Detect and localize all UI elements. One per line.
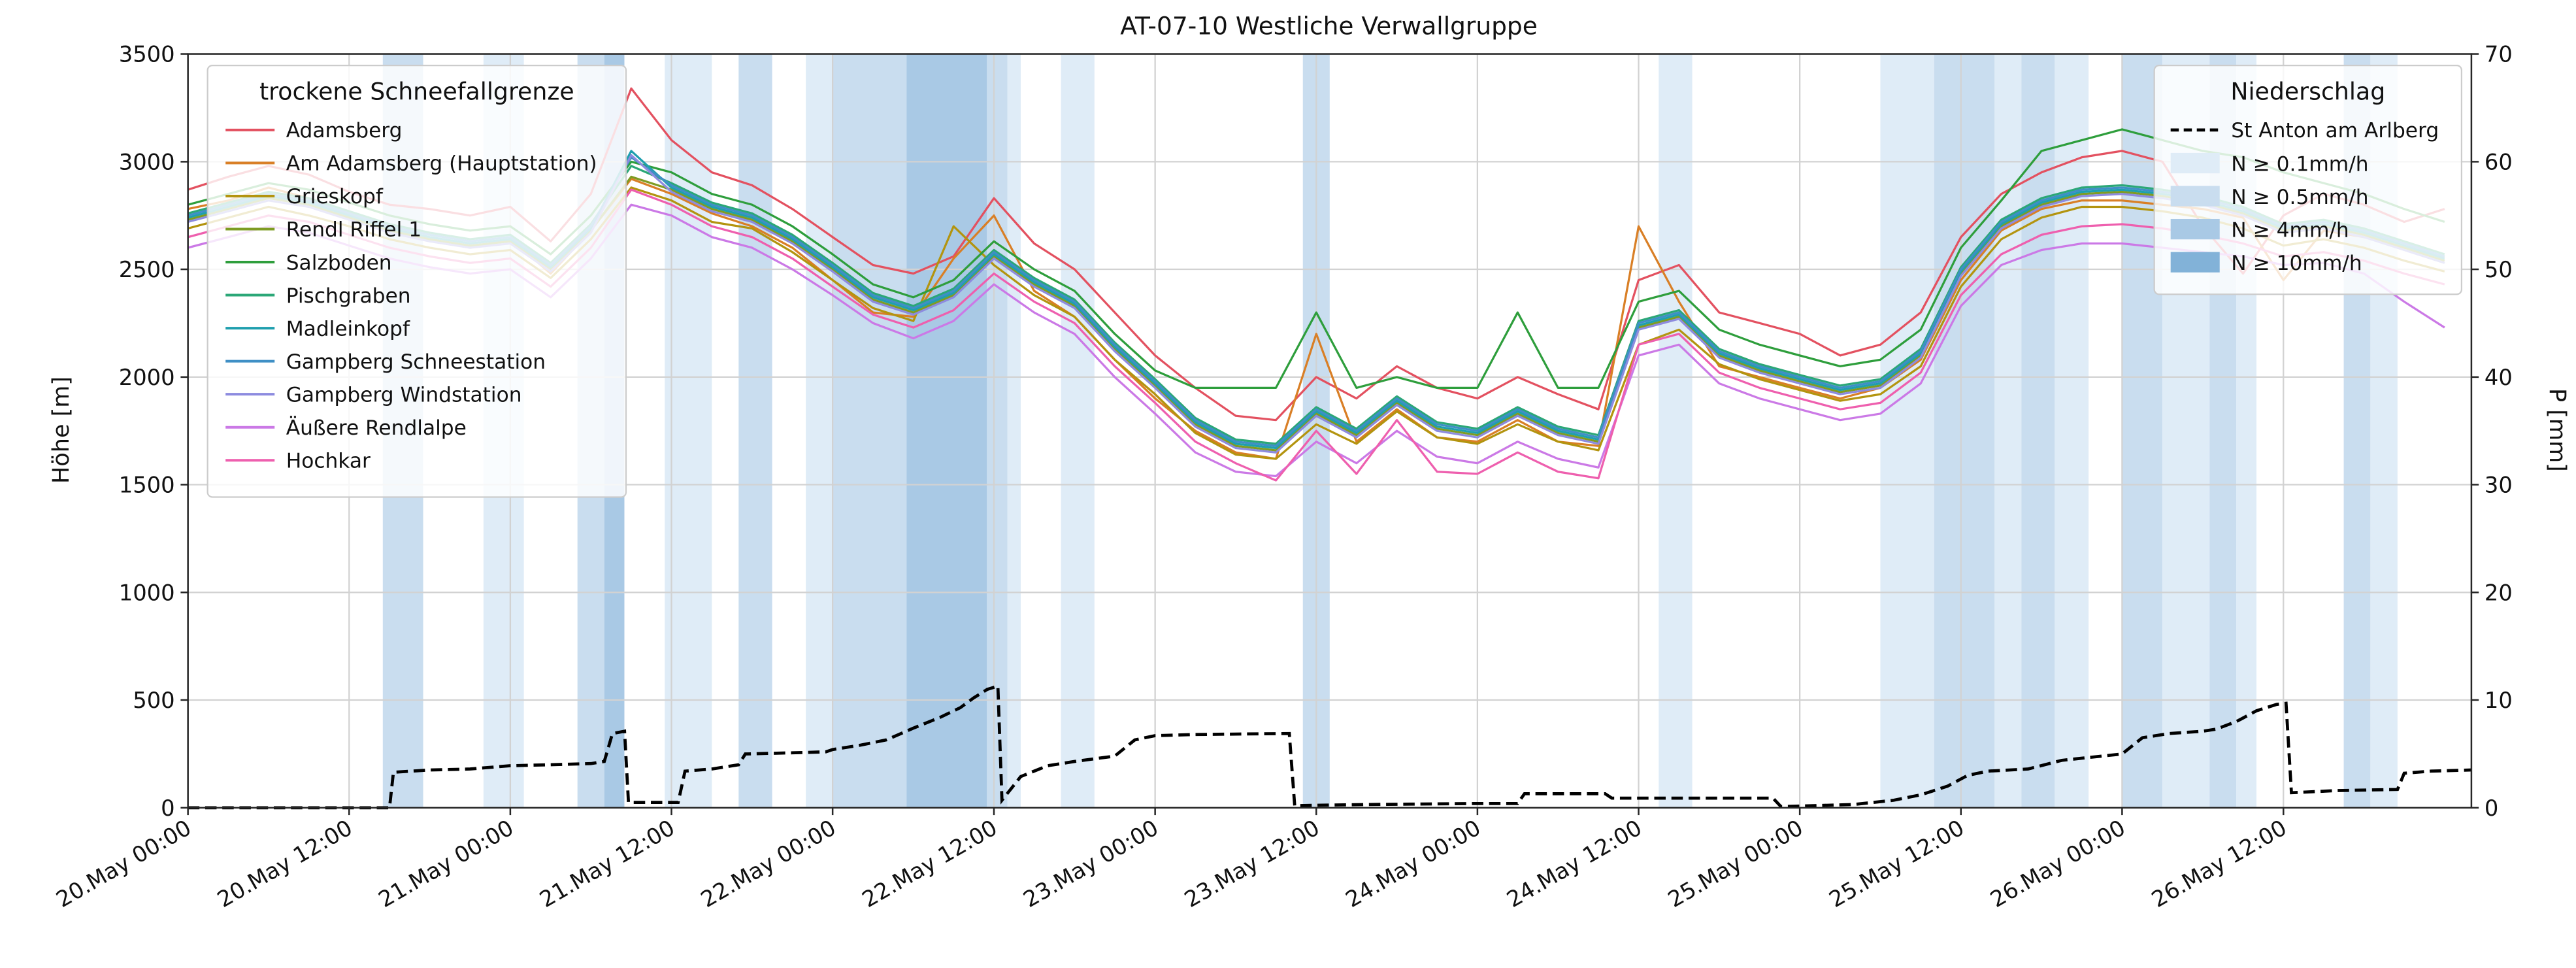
snowline-legend-box [206, 64, 627, 498]
x-tick-label: 20.May 12:00 [213, 815, 357, 913]
precip-band [738, 54, 772, 808]
legend-item-rendl-riffel-1: Rendl Riffel 1 [286, 218, 421, 242]
y-tick-label-right: 50 [2485, 257, 2513, 282]
x-tick-label: 26.May 00:00 [1986, 815, 2130, 913]
precip-band [1061, 54, 1095, 808]
legend-item-band-3: N ≥ 4mm/h [2231, 218, 2349, 242]
y-axis-label-left: Höhe [m] [48, 376, 74, 484]
legend-item-band-2: N ≥ 0.5mm/h [2231, 186, 2368, 209]
plot-border [187, 53, 2473, 809]
x-tick-label: 21.May 00:00 [374, 815, 518, 913]
x-tick-label: 23.May 12:00 [1180, 815, 1324, 913]
legend-swatch-band-1 [2170, 152, 2220, 174]
snowline-legend-title: trockene Schneefallgrenze [259, 78, 574, 106]
precip-band [2021, 54, 2055, 808]
y-tick-label-right: 20 [2485, 580, 2513, 605]
legend-item-adamsberg: Adamsberg [286, 119, 403, 142]
legend-item-am-adamsberg-hauptstation: Am Adamsberg (Hauptstation) [286, 152, 597, 176]
precip-band [806, 54, 833, 808]
precip-band [665, 54, 712, 808]
y-tick-label-left: 3500 [119, 42, 175, 67]
legend-item-gampberg-windstation: Gampberg Windstation [286, 383, 522, 407]
precip-band [987, 54, 1008, 808]
precip-line-layer [188, 684, 2471, 810]
y-tick-label-right: 30 [2485, 473, 2513, 498]
y-tick-label-left: 2000 [119, 365, 175, 390]
legends-layer: trockene Schneefallgrenze Adamsberg Am Ada… [206, 64, 2463, 498]
precip-band [1659, 54, 1693, 808]
y-tick-label-right: 10 [2485, 688, 2513, 713]
chart-title: AT-07-10 Westliche Verwallgruppe [1120, 12, 1538, 41]
y-tick-label-left: 3000 [119, 149, 175, 175]
x-tick-label: 22.May 00:00 [697, 815, 840, 913]
precip-line-st-anton [188, 684, 2471, 810]
precip-band [1880, 54, 1934, 808]
x-tick-label: 22.May 12:00 [858, 815, 1002, 913]
x-tick-label: 21.May 12:00 [535, 815, 679, 913]
legend-item-salzboden: Salzboden [286, 251, 392, 275]
legend-swatch-band-4 [2170, 252, 2220, 273]
legend-item-gampberg-schneestation: Gampberg Schneestation [286, 350, 546, 374]
y-tick-label-right: 0 [2485, 795, 2498, 821]
precip-band [833, 54, 907, 808]
precip-band [1994, 54, 2022, 808]
y-tick-label-left: 1500 [119, 473, 175, 498]
legend-item-hochkar: Hochkar [286, 449, 371, 473]
y-tick-label-left: 500 [133, 688, 174, 713]
legend-item-band-1: N ≥ 0.1mm/h [2231, 152, 2368, 176]
legend-item-madleinkopf: Madleinkopf [286, 317, 410, 341]
axes-layer [187, 53, 2473, 809]
y-tick-label-left: 0 [161, 795, 174, 821]
legend-item-st-anton: St Anton am Arlberg [2231, 119, 2439, 142]
x-tick-label: 23.May 00:00 [1019, 815, 1163, 913]
y-tick-label-right: 40 [2485, 365, 2513, 390]
precip-band [2055, 54, 2089, 808]
x-tick-label: 24.May 12:00 [1502, 815, 1646, 913]
x-tick-label: 25.May 12:00 [1825, 815, 1968, 913]
y-axis-label-right: P [mm] [2544, 388, 2571, 472]
x-tick-label: 25.May 00:00 [1664, 815, 1808, 913]
legend-item-pischgraben: Pischgraben [286, 284, 411, 308]
precip-bands-layer [382, 54, 2398, 808]
legend-swatch-band-2 [2170, 186, 2220, 207]
precip-band [1934, 54, 1995, 808]
legend-swatch-band-3 [2170, 218, 2220, 240]
precip-band [1007, 54, 1021, 808]
y-tick-label-left: 2500 [119, 257, 175, 282]
precip-legend-box [2153, 64, 2463, 295]
x-tick-label: 20.May 00:00 [52, 815, 195, 913]
y-tick-label-right: 60 [2485, 149, 2513, 175]
legend-item-band-4: N ≥ 10mm/h [2231, 252, 2362, 275]
x-tick-label: 24.May 00:00 [1341, 815, 1485, 913]
precip-band [906, 54, 987, 808]
x-tick-label: 26.May 12:00 [2147, 815, 2291, 913]
legend-item-grieskopf: Grieskopf [286, 185, 384, 209]
y-tick-label-right: 70 [2485, 42, 2513, 67]
y-tick-label-left: 1000 [119, 580, 175, 605]
precip-legend-title: Niederschlag [2230, 78, 2385, 106]
legend-item-aeussere-rendlalpe: Äußere Rendlalpe [286, 415, 467, 440]
